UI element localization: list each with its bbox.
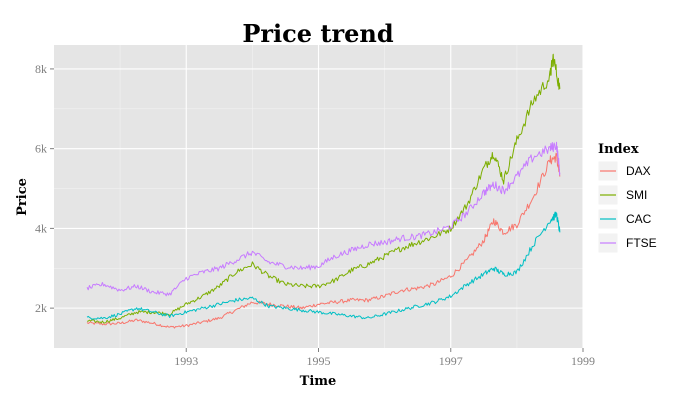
x-tick-label: 1995: [307, 354, 331, 368]
y-axis-ticks: 2k 4k 6k 8k: [35, 62, 54, 315]
y-tick-label: 6k: [35, 142, 47, 156]
series-line-ftse: [86, 141, 561, 297]
x-tick-label: 1999: [571, 354, 595, 368]
legend-title: Index: [598, 142, 639, 157]
legend-label-ftse: FTSE: [626, 236, 657, 250]
chart-title: Price trend: [242, 19, 393, 48]
x-tick-label: 1997: [439, 354, 463, 368]
series-line-dax: [86, 152, 561, 329]
legend: Index DAX SMI CAC FTSE: [597, 142, 657, 254]
y-axis-label: Price: [15, 178, 30, 216]
series-line-smi: [87, 53, 561, 324]
legend-label-cac: CAC: [626, 212, 652, 226]
series-line-cac: [86, 211, 561, 320]
y-tick-label: 8k: [35, 62, 47, 76]
y-tick-label: 4k: [35, 221, 47, 235]
legend-label-smi: SMI: [626, 188, 647, 202]
series-lines: [86, 53, 561, 329]
x-axis-label: Time: [300, 374, 337, 389]
legend-label-dax: DAX: [626, 164, 651, 178]
y-tick-label: 2k: [35, 301, 47, 315]
x-axis-ticks: 1993 1995 1997 1999: [174, 348, 595, 368]
x-tick-label: 1993: [174, 354, 198, 368]
